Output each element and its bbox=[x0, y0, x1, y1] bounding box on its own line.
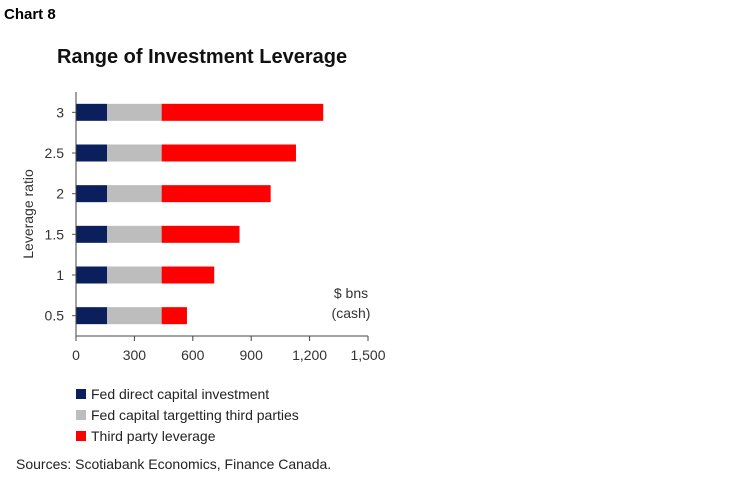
legend-swatch bbox=[76, 410, 86, 420]
x-tick-label: 600 bbox=[181, 347, 205, 363]
legend-label: Fed capital targetting third parties bbox=[91, 407, 299, 423]
bar-segment-fed-direct-2 bbox=[76, 185, 108, 203]
bar-segment-third-party-3 bbox=[161, 103, 324, 121]
legend-item-fed-third: Fed capital targetting third parties bbox=[76, 407, 299, 423]
legend-swatch bbox=[76, 431, 86, 441]
bar-segment-third-party-1.5 bbox=[161, 225, 240, 243]
bar-segment-fed-third-1 bbox=[107, 266, 162, 284]
unit-note-line1: $ bns bbox=[334, 285, 368, 301]
x-tick-label: 900 bbox=[240, 347, 264, 363]
x-tick-label: 1,200 bbox=[292, 347, 327, 363]
legend-label: Third party leverage bbox=[91, 428, 216, 444]
bar-segment-third-party-2 bbox=[161, 185, 271, 203]
bar-segment-fed-direct-3 bbox=[76, 103, 108, 121]
chart-number-label: Chart 8 bbox=[4, 6, 56, 23]
legend-label: Fed direct capital investment bbox=[91, 386, 270, 402]
y-tick-label: 1.5 bbox=[45, 226, 65, 242]
y-tick-label: 2 bbox=[56, 186, 64, 202]
bar-segment-fed-third-3 bbox=[107, 103, 162, 121]
y-tick-label: 0.5 bbox=[45, 308, 65, 324]
bar-segment-fed-third-2 bbox=[107, 185, 162, 203]
y-tick-label: 2.5 bbox=[45, 145, 65, 161]
bar-segment-fed-direct-1 bbox=[76, 266, 108, 284]
bar-segment-fed-direct-2.5 bbox=[76, 144, 108, 162]
y-tick-label: 3 bbox=[56, 104, 64, 120]
x-tick-label: 0 bbox=[72, 347, 80, 363]
bar-segment-fed-third-1.5 bbox=[107, 225, 162, 243]
chart-title: Range of Investment Leverage bbox=[57, 46, 348, 68]
unit-note-line2: (cash) bbox=[332, 305, 371, 321]
legend-item-third-party: Third party leverage bbox=[76, 428, 216, 444]
axes-layer: 3 2.5 2 1.5 1 0.5 0 300 600 900 1,200 1,500 bbox=[45, 92, 386, 363]
bar-segment-fed-direct-1.5 bbox=[76, 225, 108, 243]
bar-segment-third-party-2.5 bbox=[161, 144, 296, 162]
y-tick-label: 1 bbox=[56, 267, 64, 283]
bar-segment-third-party-1 bbox=[161, 266, 215, 284]
bar-segment-fed-third-2.5 bbox=[107, 144, 162, 162]
legend-swatch bbox=[76, 389, 86, 399]
bar-segment-fed-third-0.5 bbox=[107, 307, 162, 325]
y-axis-label: Leverage ratio bbox=[20, 169, 36, 259]
source-note: Sources: Scotiabank Economics, Finance C… bbox=[16, 456, 332, 472]
x-tick-label: 300 bbox=[123, 347, 147, 363]
legend-item-fed-direct: Fed direct capital investment bbox=[76, 386, 269, 402]
bar-segment-fed-direct-0.5 bbox=[76, 307, 108, 325]
x-tick-label: 1,500 bbox=[350, 347, 385, 363]
bars-layer bbox=[76, 103, 324, 325]
bar-segment-third-party-0.5 bbox=[161, 307, 187, 325]
